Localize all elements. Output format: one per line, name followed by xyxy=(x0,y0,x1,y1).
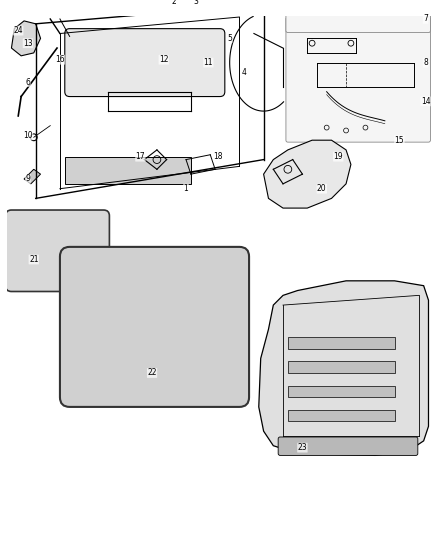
Text: 7: 7 xyxy=(423,14,428,23)
Text: 21: 21 xyxy=(29,255,39,264)
Circle shape xyxy=(161,4,166,9)
Text: 18: 18 xyxy=(213,152,223,161)
FancyBboxPatch shape xyxy=(278,437,418,455)
Text: 19: 19 xyxy=(333,152,343,161)
Bar xyxy=(288,361,395,373)
Bar xyxy=(288,385,395,397)
Polygon shape xyxy=(259,281,428,455)
Text: 9: 9 xyxy=(25,174,30,183)
Text: 15: 15 xyxy=(395,136,404,144)
Circle shape xyxy=(177,2,182,7)
Text: 10: 10 xyxy=(23,131,33,140)
Text: 11: 11 xyxy=(204,58,213,67)
Text: 5: 5 xyxy=(227,34,232,43)
Bar xyxy=(65,157,191,184)
Text: 4: 4 xyxy=(242,68,247,77)
Polygon shape xyxy=(24,169,41,184)
Polygon shape xyxy=(264,140,351,208)
Text: 22: 22 xyxy=(147,368,157,377)
Bar xyxy=(288,337,395,349)
Polygon shape xyxy=(11,21,41,56)
FancyBboxPatch shape xyxy=(286,17,431,142)
Bar xyxy=(288,410,395,422)
FancyBboxPatch shape xyxy=(286,0,431,33)
Text: 17: 17 xyxy=(136,152,145,161)
Text: 6: 6 xyxy=(25,77,30,86)
FancyBboxPatch shape xyxy=(65,29,225,96)
Text: 12: 12 xyxy=(159,55,169,64)
Text: 20: 20 xyxy=(317,184,327,193)
Text: 3: 3 xyxy=(193,0,198,6)
FancyBboxPatch shape xyxy=(60,247,249,407)
Text: 14: 14 xyxy=(421,97,431,106)
Text: 16: 16 xyxy=(55,55,65,64)
FancyBboxPatch shape xyxy=(6,210,110,292)
Text: 2: 2 xyxy=(171,0,176,6)
Text: 1: 1 xyxy=(184,184,188,193)
Text: 24: 24 xyxy=(14,26,23,35)
Text: 8: 8 xyxy=(423,58,428,67)
Text: 23: 23 xyxy=(297,443,307,452)
Text: 13: 13 xyxy=(23,39,33,48)
